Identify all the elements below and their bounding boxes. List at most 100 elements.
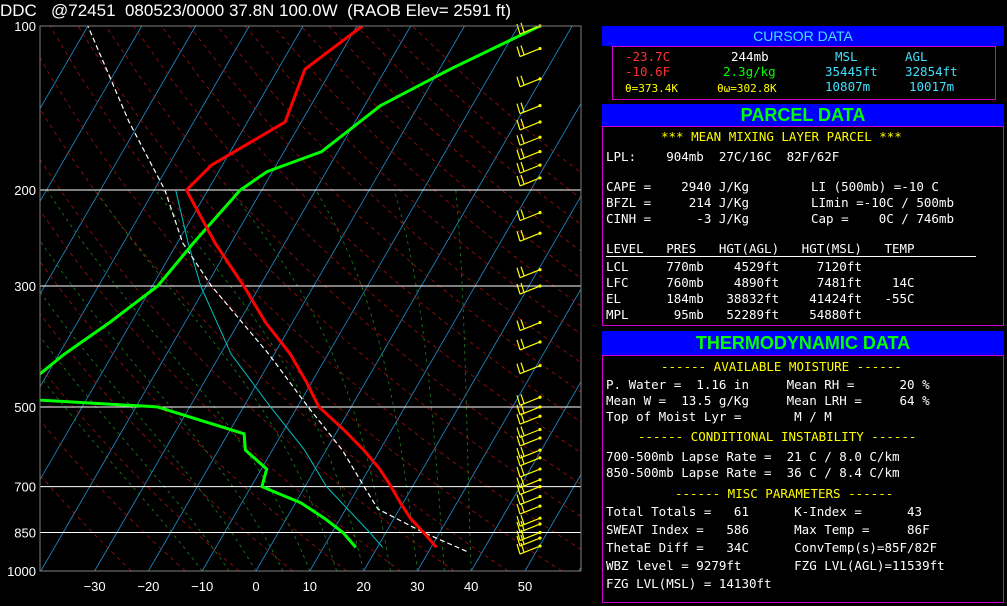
wind-barb-flag — [520, 394, 525, 404]
thermo-data-header: THERMODYNAMIC DATA — [602, 331, 1004, 355]
wind-barb-flag — [516, 210, 521, 221]
wind-barb-flag — [516, 283, 521, 295]
cursor-data-box: -23.7C 244mb MSL AGL -10.6F 2.3g/kg 3544… — [612, 46, 996, 100]
wind-barb-flag — [516, 162, 521, 174]
wind-barb-dot — [538, 448, 542, 452]
x-tick-label: 20 — [356, 579, 370, 594]
wind-barb-flag — [520, 209, 525, 219]
wind-barb-dot — [538, 268, 542, 272]
wind-barb-dot — [538, 484, 542, 489]
wind-barb-flag — [520, 426, 525, 436]
wind-barb-staff — [519, 151, 541, 161]
thermo-total-totals: Total Totals = 61 K-Index = 43 — [606, 504, 923, 519]
parcel-cape: CAPE = 2940 J/Kg — [606, 179, 749, 194]
wind-barb-staff — [519, 486, 541, 496]
wind-barb-dot — [538, 163, 542, 167]
thermo-meanw: Mean W = 13.5 g/Kg Mean LRH = 64 % — [606, 393, 930, 408]
isotherm-line — [40, 26, 143, 203]
wind-barb-dot — [538, 427, 542, 432]
y-tick-label: 850 — [14, 526, 36, 541]
wind-barb-staff — [519, 341, 541, 351]
moist-adiabat — [455, 190, 472, 571]
wind-barb-staff — [519, 449, 541, 459]
misc-header: ------ MISC PARAMETERS ------ — [675, 486, 894, 501]
isotherm-line — [309, 102, 581, 571]
dry-adiabat — [40, 158, 455, 571]
parcel-li: LI (500mb) =-10 C — [811, 179, 939, 194]
cursor-data-header: CURSOR DATA — [602, 26, 1004, 46]
temperature-line — [184, 26, 438, 549]
wind-barb-staff — [519, 285, 541, 295]
wind-barb-dot — [538, 414, 542, 418]
wind-barb-flag — [516, 175, 521, 187]
wind-barb-flag — [516, 135, 521, 146]
wind-barb-flag — [516, 427, 521, 438]
thermo-wbz: WBZ level = 9279ft FZG LVL(AGL)=11539ft — [606, 558, 945, 573]
wind-barb-staff — [519, 105, 541, 115]
thermo-lapse-850: 850-500mb Lapse Rate = 36 C / 8.4 C/km — [606, 465, 900, 480]
x-tick-label: −30 — [84, 579, 106, 594]
dry-adiabat — [412, 26, 581, 174]
wind-barb-flag — [516, 267, 521, 278]
wind-barb-flag — [520, 230, 525, 240]
wind-barb-flag — [520, 45, 525, 55]
wind-barb-flag — [516, 477, 521, 488]
wind-barb-flag — [516, 149, 521, 160]
wind-barb-flag — [520, 75, 525, 86]
wind-barb-dot — [538, 436, 542, 440]
cursor-temp-f: -10.6F — [625, 64, 671, 79]
parcel-subheader: *** MEAN MIXING LAYER PARCEL *** — [661, 129, 902, 144]
wind-barb-flag — [520, 319, 525, 329]
cursor-msl-m: 10807m — [825, 79, 871, 94]
wind-barb-flag — [516, 435, 521, 447]
wind-barb-flag — [516, 103, 521, 114]
wind-barb-dot — [538, 504, 542, 508]
wind-barb-staff — [519, 415, 541, 425]
cursor-msl-ft: 35445ft — [825, 64, 878, 79]
wind-barb-staff — [519, 437, 541, 447]
wind-barb-flag — [516, 535, 521, 547]
wind-barb-flag — [520, 403, 525, 414]
wind-barb-flag — [516, 46, 521, 57]
wind-barb-flag — [516, 543, 521, 555]
wind-barb-dot — [538, 478, 542, 482]
wind-barb-dot — [538, 104, 542, 108]
wind-barb-dot — [538, 456, 542, 460]
isotherm-line — [40, 26, 89, 110]
wind-barb-dot — [538, 211, 542, 215]
dry-adiabat — [77, 26, 581, 517]
parcel-line — [87, 26, 467, 552]
isotherm-line — [255, 26, 573, 571]
wind-barb-staff — [519, 505, 541, 515]
isotherm-line — [40, 26, 196, 295]
moist-adiabat — [40, 335, 230, 571]
wind-barb-staff — [519, 428, 541, 439]
wind-barb-flag — [516, 516, 521, 527]
thermo-thetae: ThetaE Diff = 34C ConvTemp(s)=85F/82F — [606, 540, 938, 555]
wind-barb-dot — [538, 320, 542, 325]
x-tick-label: 40 — [464, 579, 478, 594]
wind-barb-staff — [519, 468, 541, 478]
wind-barb-flag — [516, 503, 521, 515]
moist-adiabat — [40, 239, 284, 571]
wind-barb-dot — [538, 340, 542, 344]
wind-barb-flag — [520, 483, 525, 493]
isotherm-line — [470, 380, 581, 571]
sounding-title: DDC @72451 080523/0000 37.8N 100.0W (RAO… — [0, 1, 512, 20]
parcel-row-el: EL 184mb 38832ft 41424ft -55C — [606, 291, 915, 306]
moisture-header: ------ AVAILABLE MOISTURE ------ — [661, 359, 902, 374]
cursor-temp-c: -23.7C — [625, 49, 671, 64]
dry-adiabat — [328, 26, 581, 252]
wind-barb-dot — [538, 536, 542, 540]
wind-barb-dot — [538, 135, 542, 139]
skew-t-diagram[interactable]: 100 200 300 500 700 850 1000 −30 −20 −10 0 10 20 30 4… — [0, 0, 600, 606]
cursor-msl-label: MSL — [835, 49, 858, 64]
cursor-agl-label: AGL — [905, 49, 928, 64]
isotherm-line — [148, 26, 465, 571]
dry-adiabat — [272, 26, 581, 307]
wind-barb-flag — [520, 22, 525, 33]
moist-adiabat — [40, 375, 203, 571]
wind-barb-staff — [519, 164, 541, 174]
wind-barb-flag — [516, 404, 521, 416]
wind-barb-staff — [519, 523, 541, 533]
